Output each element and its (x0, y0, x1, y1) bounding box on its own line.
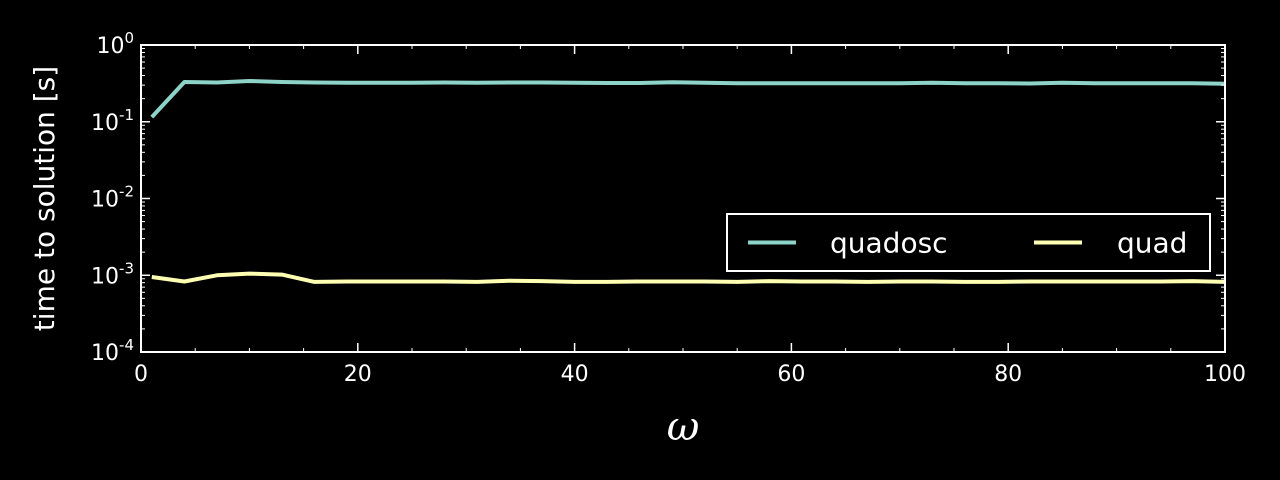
x-axis-label: ω (667, 404, 700, 450)
y-tick-base: 10 (91, 188, 119, 213)
y-tick-base: 10 (91, 341, 119, 366)
y-tick-exponent: -2 (119, 183, 134, 201)
y-tick-exponent: 0 (124, 29, 134, 47)
y-tick-exponent: -1 (119, 106, 134, 124)
x-axis-ticks: 0 20 40 60 80 100 (134, 45, 1246, 387)
x-tick-label: 20 (344, 362, 372, 387)
x-tick-label: 0 (134, 362, 148, 387)
y-tick-base: 10 (91, 111, 119, 136)
y-tick-label: 10-3 (91, 259, 134, 289)
y-tick-exponent: -4 (119, 336, 134, 354)
y-tick-base: 10 (96, 34, 124, 59)
y-tick-label: 10-2 (91, 183, 134, 213)
y-tick-label: 10-4 (91, 336, 134, 366)
legend-label-quad: quad (1117, 227, 1187, 260)
x-tick-label: 100 (1204, 362, 1246, 387)
x-tick-label: 40 (561, 362, 589, 387)
y-tick-base: 10 (91, 264, 119, 289)
y-tick-label: 10-1 (91, 106, 134, 136)
series-line-quad (151, 271, 1226, 284)
x-tick-label: 80 (994, 362, 1022, 387)
x-tick-label: 60 (777, 362, 805, 387)
y-tick-label: 100 (96, 29, 134, 59)
y-axis-label: time to solution [s] (28, 66, 61, 331)
legend-box (726, 213, 1211, 272)
legend: quadosc quad (726, 213, 1211, 272)
series-line-quadosc (150, 79, 1226, 119)
legend-label-quadosc: quadosc (830, 227, 948, 260)
y-tick-exponent: -3 (119, 259, 134, 277)
series-layer (150, 79, 1226, 284)
